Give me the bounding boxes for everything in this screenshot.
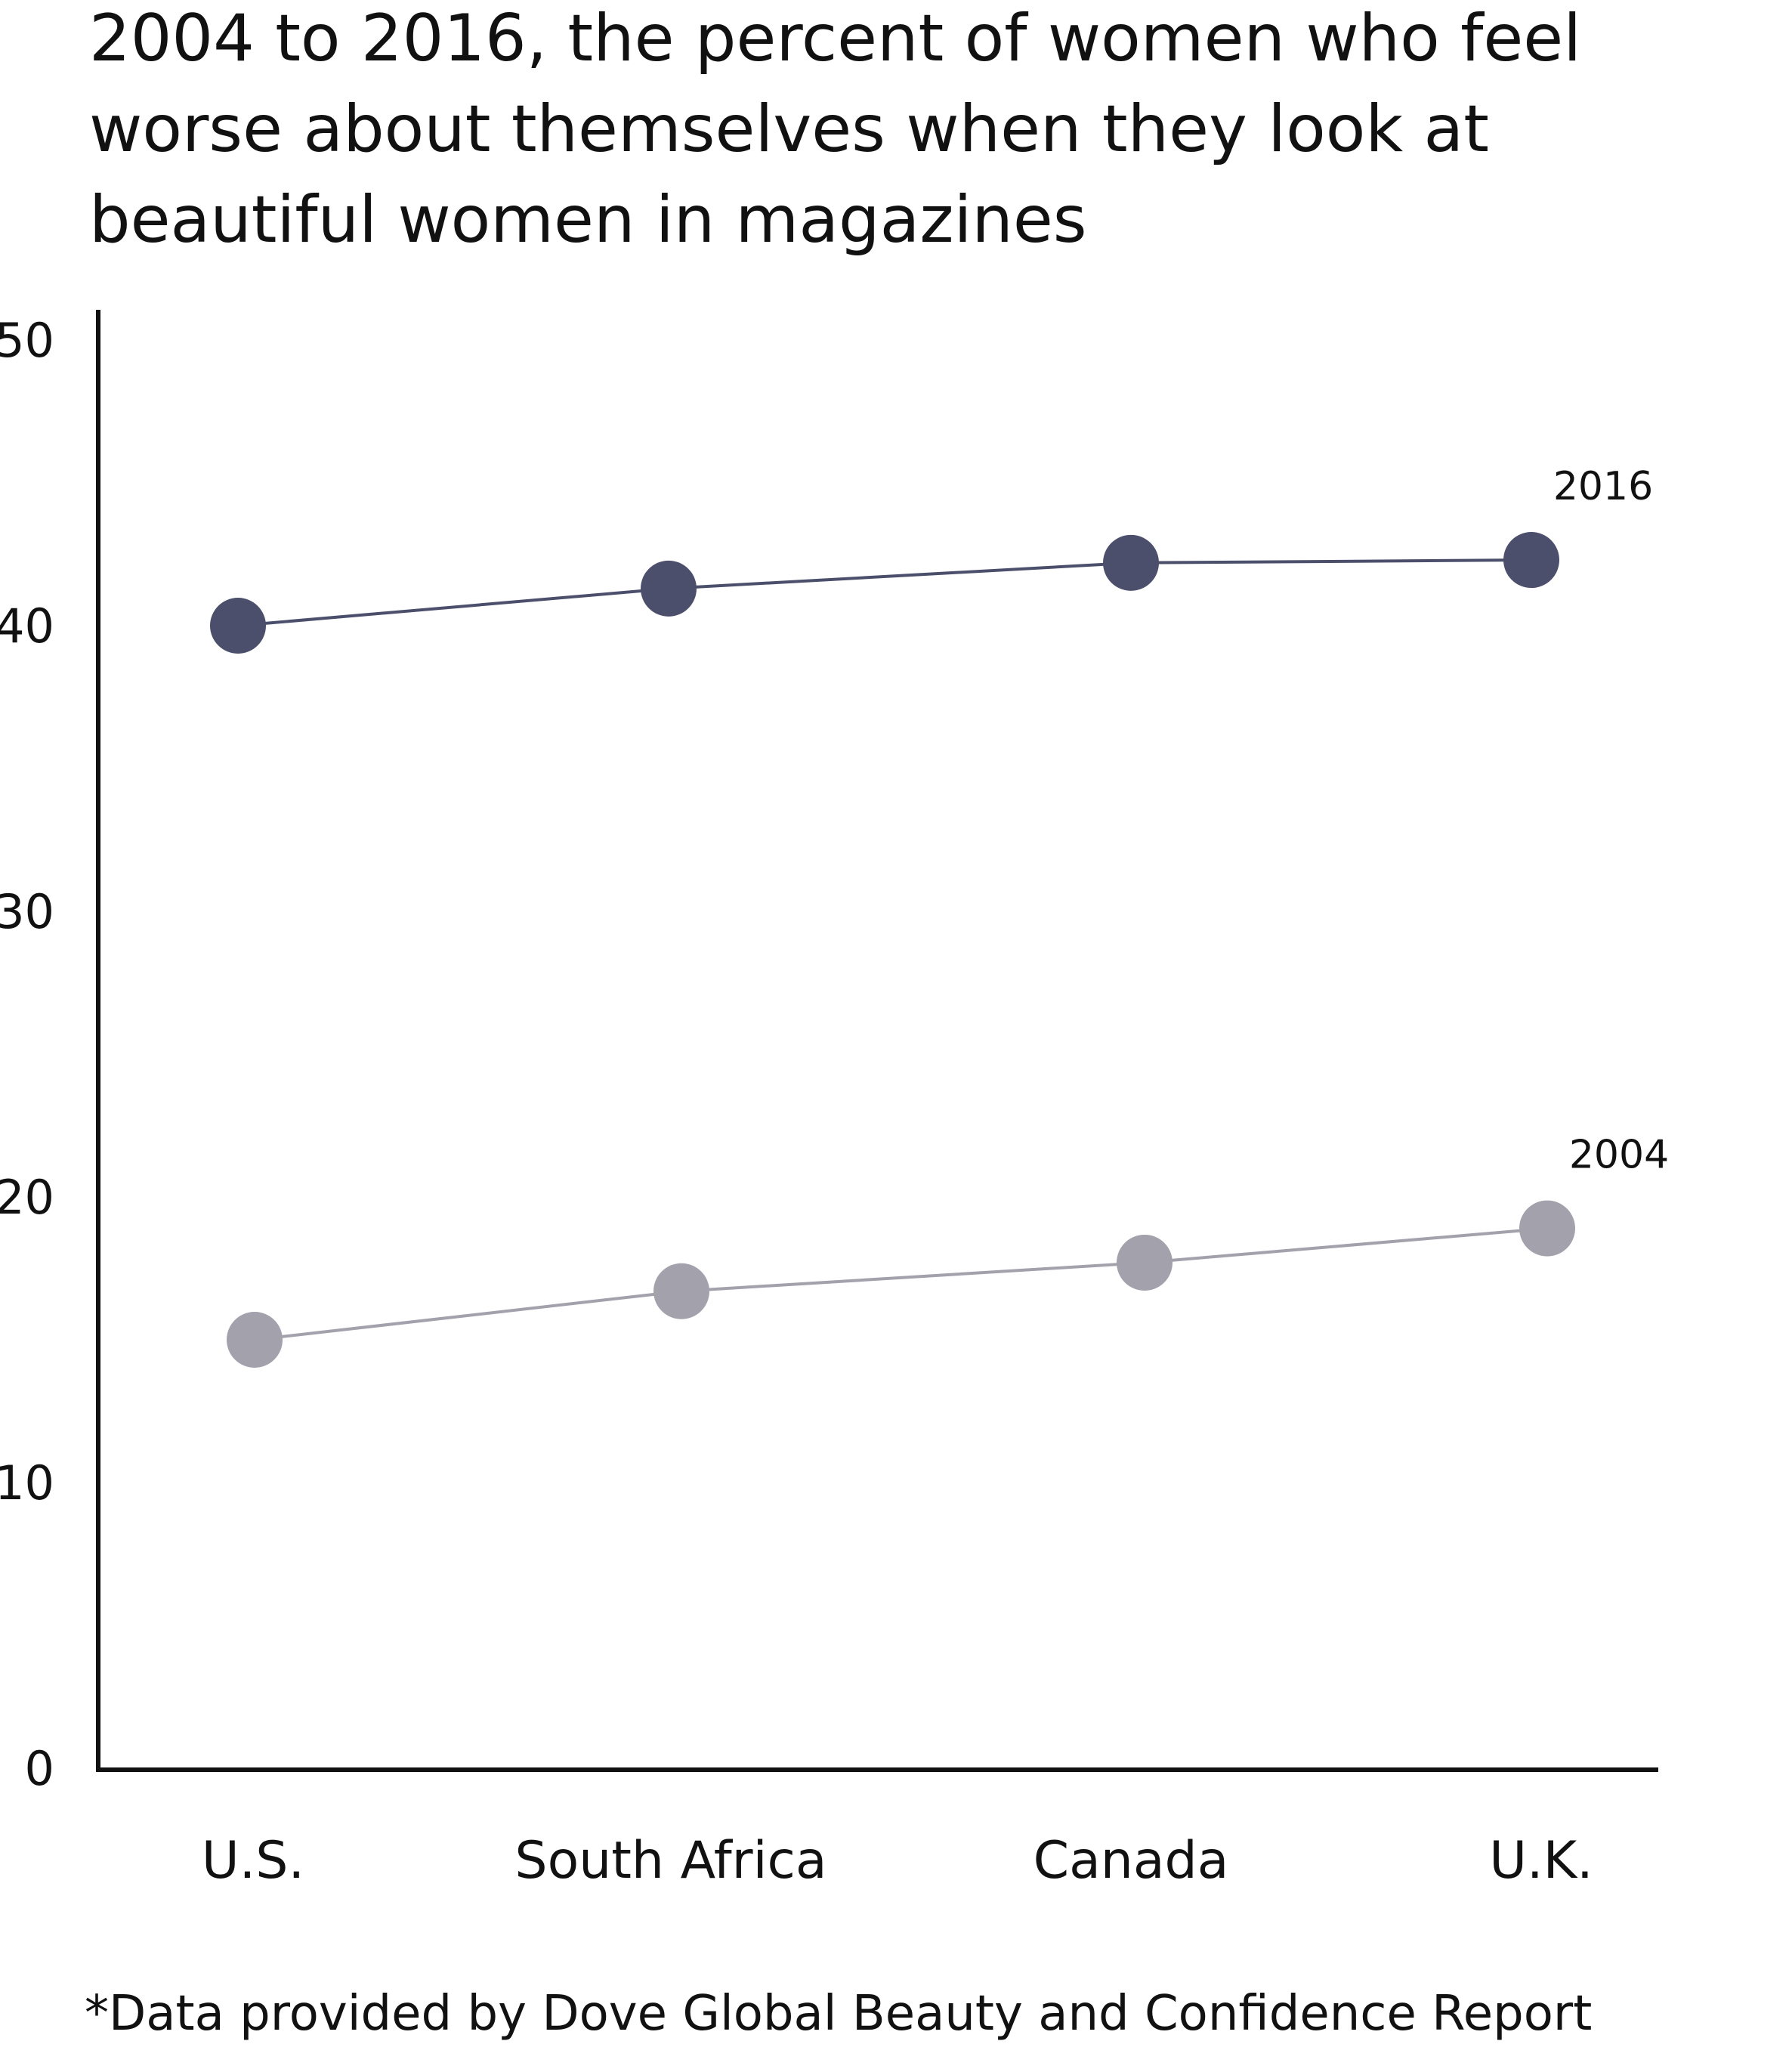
data-point-2004-2: [1117, 1234, 1173, 1291]
series-layer: 2016 2004: [210, 464, 1669, 1368]
series-2004: 2004: [227, 1133, 1669, 1368]
data-point-2016-3: [1503, 532, 1559, 589]
data-point-2004-0: [227, 1312, 283, 1368]
x-tick-label-2: Canada: [1033, 1831, 1229, 1891]
chart-title-line-3: beautiful women in magazines: [89, 182, 1087, 258]
data-point-2016-2: [1103, 534, 1159, 591]
y-tick-label-20: 20: [0, 1170, 54, 1225]
y-tick-label-10: 10: [0, 1455, 54, 1511]
data-point-2004-3: [1519, 1200, 1575, 1257]
y-tick-label-40: 40: [0, 598, 54, 654]
y-tick-label-50: 50: [0, 313, 54, 368]
chart-title-line-2: worse about themselves when they look at: [89, 91, 1489, 167]
data-point-2016-0: [210, 598, 266, 654]
footnote: *Data provided by Dove Global Beauty and…: [85, 1986, 1592, 2042]
data-point-2004-1: [653, 1263, 709, 1319]
x-tick-label-1: South Africa: [514, 1831, 826, 1891]
series-line-2004: [254, 1226, 1548, 1341]
chart-title-line-1: 2004 to 2016, the percent of women who f…: [89, 1, 1581, 76]
series-label-2016: 2016: [1553, 464, 1653, 509]
x-tick-label-0: U.S.: [202, 1831, 304, 1891]
y-tick-label-0: 0: [25, 1741, 54, 1796]
chart-title: 2004 to 2016, the percent of women who f…: [89, 1, 1581, 258]
y-tick-label-30: 30: [0, 884, 54, 939]
x-tick-label-3: U.K.: [1489, 1831, 1593, 1891]
series-2016: 2016: [210, 464, 1653, 654]
data-point-2016-1: [641, 560, 697, 617]
series-label-2004: 2004: [1569, 1133, 1669, 1178]
x-tick-labels: U.S. South Africa Canada U.K.: [202, 1831, 1593, 1891]
y-tick-labels: 0 10 20 30 40 50: [0, 313, 54, 1796]
series-line-2016: [237, 558, 1532, 627]
